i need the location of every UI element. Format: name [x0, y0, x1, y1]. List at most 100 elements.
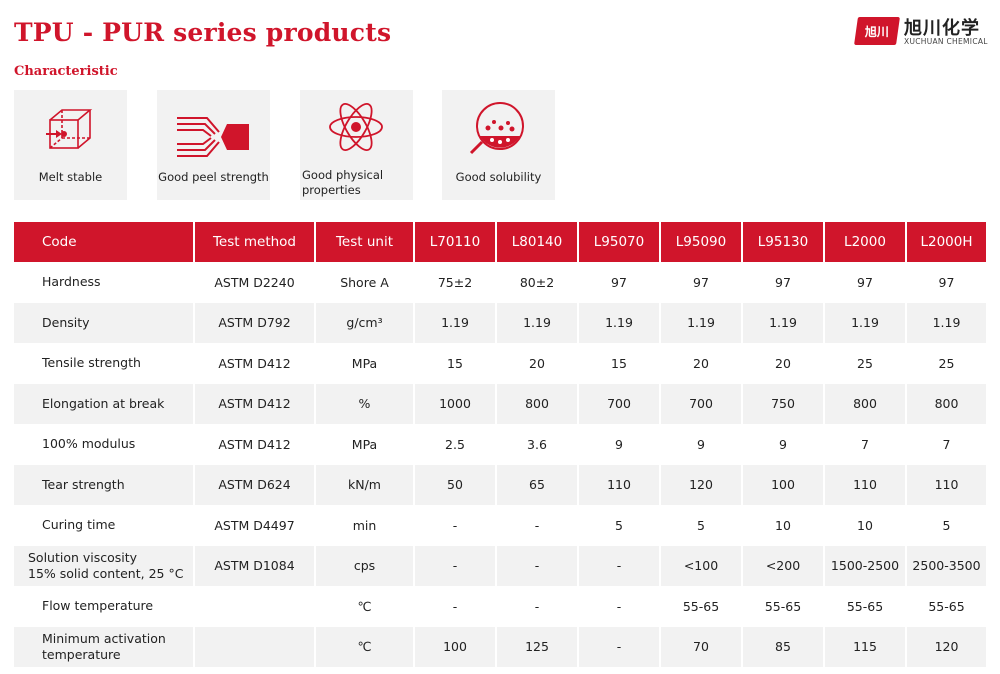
value-cell: 20 [742, 343, 825, 384]
unit-cell: min [315, 505, 415, 546]
feature-label: Good solubility [455, 170, 542, 184]
value-cell: 3.6 [496, 424, 579, 465]
value-cell: 120 [906, 626, 986, 667]
value-cell: 75±2 [414, 262, 497, 303]
property-cell: Elongation at break [14, 383, 195, 424]
column-header: Test unit [315, 222, 415, 262]
feature-label: Good physical properties [300, 168, 413, 198]
value-cell: 97 [824, 262, 907, 303]
unit-cell: kN/m [315, 464, 415, 505]
method-cell [194, 626, 316, 667]
value-cell: 25 [938, 355, 955, 371]
table-row: Minimum activation temperature ℃ 100 125… [14, 626, 986, 667]
solubility-icon [469, 102, 524, 155]
column-header: L70110 [414, 222, 497, 262]
method-cell [194, 586, 316, 627]
value-cell: 9 [660, 424, 743, 465]
property-cell: Flow temperature [14, 586, 195, 627]
unit-cell: Shore A [315, 262, 415, 303]
property-cell: 100% modulus [14, 424, 195, 465]
method-cell: ASTM D2240 [194, 262, 316, 303]
value-cell: 110 [578, 464, 661, 505]
value-cell: - [578, 586, 661, 627]
table-row: Curing time ASTM D4497 min - - 5 5 10 10… [14, 505, 986, 546]
value-cell: 55-65 [928, 598, 965, 614]
value-cell: 20 [660, 343, 743, 384]
value-cell: 5 [942, 517, 951, 533]
method-cell: ASTM D624 [194, 464, 316, 505]
value-cell: 55-65 [660, 586, 743, 627]
value-cell: 55-65 [742, 586, 825, 627]
property-line: 15% solid content, 25 °C [28, 565, 184, 581]
value-cell: 800 [496, 383, 579, 424]
value-cell: 2500-3500 [906, 545, 986, 586]
column-header: Test method [194, 222, 316, 262]
unit-cell: ℃ [315, 586, 415, 627]
unit-cell: g/cm³ [315, 302, 415, 343]
property-cell: Curing time [14, 505, 195, 546]
property-line: Minimum activation [42, 630, 166, 646]
value-cell: 125 [496, 626, 579, 667]
value-cell: 110 [906, 464, 986, 505]
value-cell: 97 [938, 274, 955, 290]
value-cell: 1.19 [824, 302, 907, 343]
value-cell: <200 [742, 545, 825, 586]
column-header: L95090 [660, 222, 743, 262]
value-cell: 15 [414, 343, 497, 384]
value-cell: 25 [824, 343, 907, 384]
column-header: L95070 [578, 222, 661, 262]
value-cell: 97 [742, 262, 825, 303]
value-cell: 100 [414, 626, 497, 667]
feature-label-line: Good physical [302, 168, 384, 182]
value-cell: 1.19 [496, 302, 579, 343]
property-cell: Solution viscosity 15% solid content, 25… [14, 545, 195, 586]
property-line: temperature [42, 646, 121, 662]
table-row: Flow temperature ℃ - - - 55-65 55-65 55-… [14, 586, 986, 627]
page-title: TPU - PUR series products [14, 18, 392, 47]
property-cell: Hardness [14, 262, 195, 303]
unit-cell: cps [315, 545, 415, 586]
table-row: Tensile strength ASTM D412 MPa 15 20 15 … [14, 343, 986, 384]
method-cell: ASTM D412 [194, 343, 316, 384]
method-cell: ASTM D792 [194, 302, 316, 343]
property-cell: Tear strength [14, 464, 195, 505]
logo-english-name: XUCHUAN CHEMICAL [904, 37, 988, 46]
feature-label: Good peel strength [158, 170, 269, 184]
value-cell: 85 [742, 626, 825, 667]
column-header: L95130 [742, 222, 825, 262]
value-cell: 1.19 [742, 302, 825, 343]
value-cell: 15 [578, 343, 661, 384]
value-cell: - [496, 586, 579, 627]
column-header: L2000H [906, 222, 986, 262]
property-cell: Minimum activation temperature [14, 626, 195, 667]
method-cell: ASTM D4497 [194, 505, 316, 546]
value-cell: 1.19 [906, 302, 986, 343]
value-cell: 750 [742, 383, 825, 424]
unit-cell: ℃ [315, 626, 415, 667]
table-row: Elongation at break ASTM D412 % 1000 800… [14, 383, 986, 424]
value-cell: - [578, 626, 661, 667]
value-cell: 700 [578, 383, 661, 424]
value-cell: 65 [496, 464, 579, 505]
value-cell: - [496, 545, 579, 586]
property-cell: Tensile strength [14, 343, 195, 384]
value-cell: 1.19 [660, 302, 743, 343]
value-cell: 800 [906, 383, 986, 424]
logo-mark: 旭川 [854, 17, 900, 45]
property-cell: Density [14, 302, 195, 343]
table-row: 100% modulus ASTM D412 MPa 2.5 3.6 9 9 9… [14, 424, 986, 465]
value-cell: 1500-2500 [824, 545, 907, 586]
value-cell: - [414, 545, 497, 586]
value-cell: 80±2 [496, 262, 579, 303]
value-cell: 97 [660, 262, 743, 303]
value-cell: 10 [742, 505, 825, 546]
value-cell: 1.19 [578, 302, 661, 343]
feature-label-line: properties [302, 183, 361, 197]
value-cell: 9 [578, 424, 661, 465]
value-cell: 97 [578, 262, 661, 303]
logo-chinese-name: 旭川化学 [904, 18, 980, 39]
feature-card-solubility: Good solubility [442, 90, 555, 200]
method-cell: ASTM D412 [194, 424, 316, 465]
value-cell: - [578, 545, 661, 586]
atom-icon [329, 103, 383, 151]
